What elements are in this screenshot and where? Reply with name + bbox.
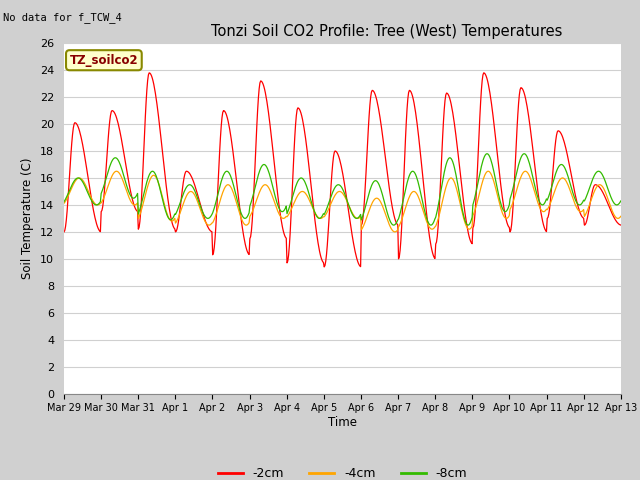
- Title: Tonzi Soil CO2 Profile: Tree (West) Temperatures: Tonzi Soil CO2 Profile: Tree (West) Temp…: [211, 24, 563, 39]
- Y-axis label: Soil Temperature (C): Soil Temperature (C): [22, 157, 35, 279]
- Text: No data for f_TCW_4: No data for f_TCW_4: [3, 12, 122, 23]
- X-axis label: Time: Time: [328, 416, 357, 429]
- Text: TZ_soilco2: TZ_soilco2: [70, 54, 138, 67]
- Legend: -2cm, -4cm, -8cm: -2cm, -4cm, -8cm: [212, 462, 472, 480]
